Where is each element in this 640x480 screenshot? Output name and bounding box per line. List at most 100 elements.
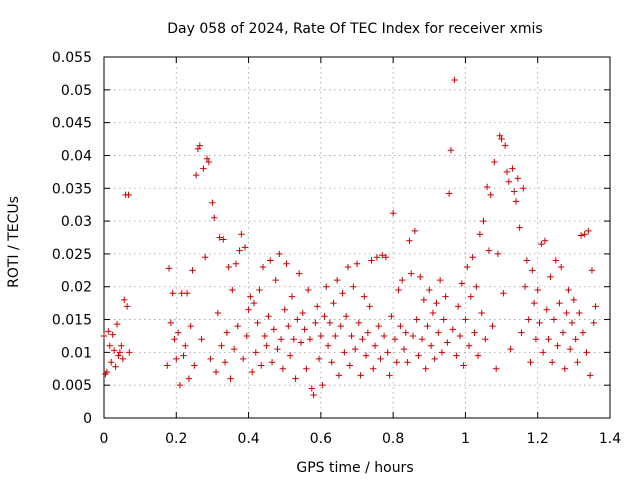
data-point	[192, 171, 200, 179]
axes: 0 0.2 0.4 0.6 0.8 1 1.2 1.4 0 0.005 0.01 0.015 0.02 0…	[52, 50, 621, 447]
data-point	[281, 306, 288, 313]
data-point	[221, 359, 229, 366]
data-point	[482, 336, 489, 343]
data-point	[209, 199, 216, 206]
x-tick-label: 0.4	[237, 431, 259, 447]
data-point	[248, 368, 256, 376]
data-point	[238, 231, 245, 238]
data-point	[418, 336, 426, 343]
data-point	[380, 332, 388, 340]
data-point	[408, 270, 415, 277]
data-point	[516, 224, 523, 231]
data-point	[473, 283, 480, 290]
data-point	[108, 359, 115, 366]
data-point	[541, 237, 549, 244]
data-point	[455, 303, 462, 310]
data-point	[543, 306, 550, 313]
data-point	[411, 227, 419, 235]
data-point	[254, 319, 261, 327]
data-point	[550, 316, 558, 323]
chart-title: Day 058 of 2024, Rate Of TEC Index for r…	[167, 21, 542, 37]
data-point	[471, 329, 478, 336]
data-point	[451, 76, 458, 84]
data-point	[556, 299, 563, 307]
data-point	[483, 183, 491, 191]
data-point	[342, 313, 350, 320]
data-point	[536, 319, 543, 327]
data-points	[100, 76, 599, 399]
data-point	[288, 293, 296, 300]
data-point	[261, 332, 269, 340]
data-point	[123, 303, 131, 310]
data-point	[579, 329, 587, 336]
data-point	[386, 372, 393, 379]
data-point	[525, 316, 532, 323]
data-point	[303, 365, 310, 372]
data-point	[174, 329, 182, 336]
data-point	[574, 359, 581, 366]
data-point	[332, 332, 339, 340]
x-tick-label: 0.2	[165, 431, 187, 447]
data-point	[317, 332, 325, 340]
data-point	[469, 253, 476, 261]
data-point	[119, 355, 126, 363]
data-point	[474, 352, 482, 359]
data-point	[335, 372, 343, 379]
data-point	[509, 165, 516, 172]
data-point	[109, 331, 116, 338]
data-point	[590, 319, 597, 327]
data-point	[357, 372, 364, 379]
data-point	[563, 309, 570, 317]
data-point	[496, 132, 503, 139]
data-point	[447, 147, 455, 154]
data-point	[207, 355, 214, 363]
data-point	[440, 316, 447, 323]
data-point	[187, 322, 194, 330]
data-point	[552, 257, 559, 264]
data-point	[559, 329, 567, 336]
data-point	[274, 345, 281, 353]
y-tick-label: 0.055	[52, 50, 92, 66]
data-point	[558, 263, 565, 271]
data-point	[223, 329, 231, 336]
data-point	[494, 250, 502, 258]
data-point	[554, 342, 561, 349]
data-point	[359, 336, 366, 343]
data-point	[431, 355, 438, 363]
data-point	[239, 355, 247, 363]
data-point	[121, 296, 128, 304]
data-point	[241, 244, 249, 251]
data-point	[112, 363, 119, 371]
data-point	[377, 355, 384, 363]
data-point	[384, 349, 391, 356]
data-point	[548, 359, 556, 366]
data-point	[176, 381, 184, 389]
x-tick-label: 1.4	[599, 431, 621, 447]
data-point	[460, 362, 467, 369]
x-tick-label: 0.6	[310, 431, 332, 447]
data-point	[126, 349, 133, 356]
data-point	[398, 276, 406, 284]
data-point	[397, 322, 404, 330]
data-point	[507, 345, 514, 353]
data-point	[308, 385, 316, 392]
plot-frame	[103, 56, 611, 419]
data-point	[346, 362, 353, 369]
data-point	[245, 306, 252, 313]
data-point	[395, 286, 402, 294]
data-point	[433, 299, 440, 307]
data-point	[216, 234, 223, 241]
data-point	[286, 352, 294, 359]
data-point	[247, 293, 254, 300]
data-point	[306, 336, 314, 343]
data-point	[445, 190, 453, 197]
data-point	[545, 336, 552, 343]
data-point	[285, 322, 292, 330]
data-point	[283, 260, 290, 267]
data-point	[200, 165, 207, 172]
data-point	[180, 352, 187, 359]
data-point	[409, 332, 417, 340]
data-point	[368, 257, 375, 264]
data-point	[476, 231, 484, 238]
data-point	[227, 375, 234, 382]
